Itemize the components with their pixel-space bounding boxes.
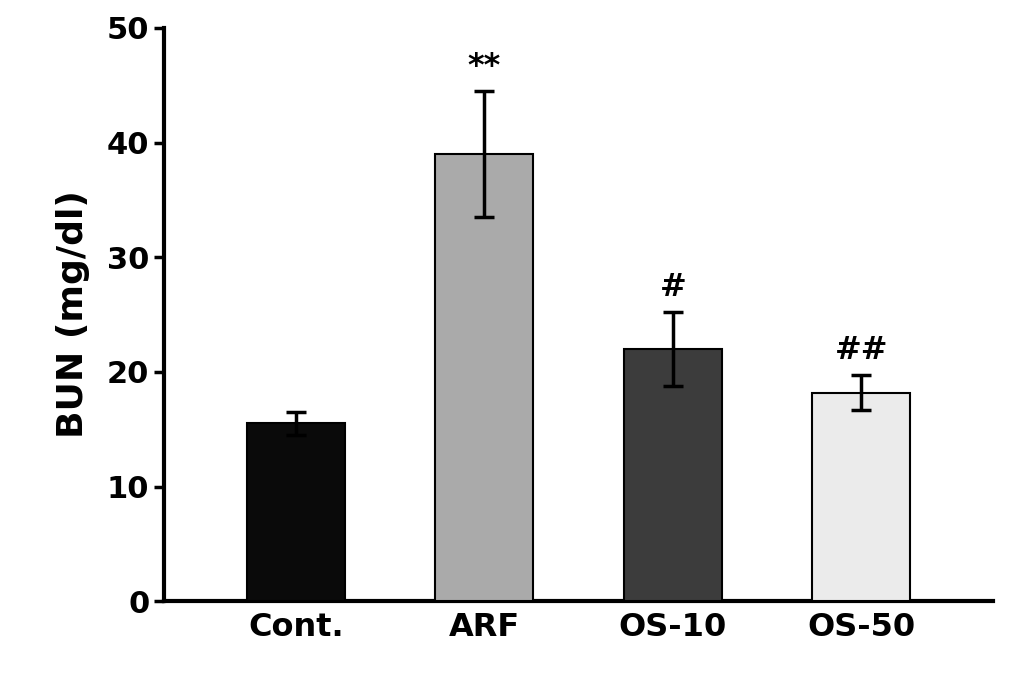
Y-axis label: BUN (mg/dl): BUN (mg/dl)	[56, 191, 90, 438]
Bar	[624, 349, 722, 601]
Bar	[435, 154, 534, 601]
Bar	[247, 424, 345, 601]
Text: ##: ##	[835, 335, 888, 366]
Text: **: **	[468, 51, 501, 82]
Text: #: #	[659, 272, 686, 303]
Bar	[812, 393, 910, 601]
